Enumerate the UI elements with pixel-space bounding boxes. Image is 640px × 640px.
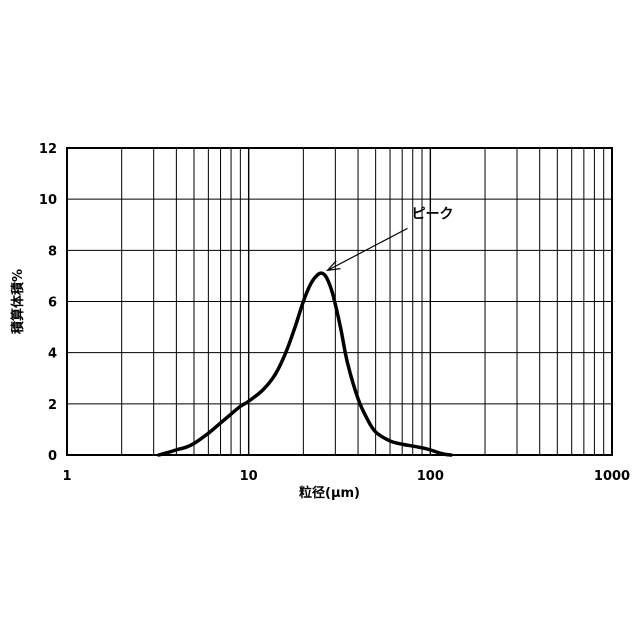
- grid: [67, 148, 612, 455]
- y-tick-label: 6: [48, 296, 57, 311]
- x-tick-label: 1: [62, 469, 71, 484]
- y-tick-label: 2: [48, 398, 57, 413]
- peak-label: ピーク: [412, 206, 454, 222]
- x-tick-label: 100: [417, 469, 444, 484]
- y-tick-label: 12: [39, 142, 57, 157]
- y-tick-label: 4: [48, 347, 57, 362]
- tick-labels: 1 10 100 1000 0 2 4 6 8 10 12: [39, 142, 630, 484]
- y-axis-label: 積算体積%: [10, 269, 26, 335]
- x-axis-label: 粒径(μm): [299, 485, 360, 501]
- peak-arrowhead: [328, 261, 341, 271]
- peak-arrow: [328, 228, 408, 270]
- y-tick-label: 8: [48, 244, 57, 259]
- x-tick-label: 1000: [594, 469, 630, 484]
- y-tick-label: 0: [48, 449, 57, 464]
- y-tick-label: 10: [39, 193, 57, 208]
- x-tick-label: 10: [240, 469, 258, 484]
- series-line: [159, 273, 451, 455]
